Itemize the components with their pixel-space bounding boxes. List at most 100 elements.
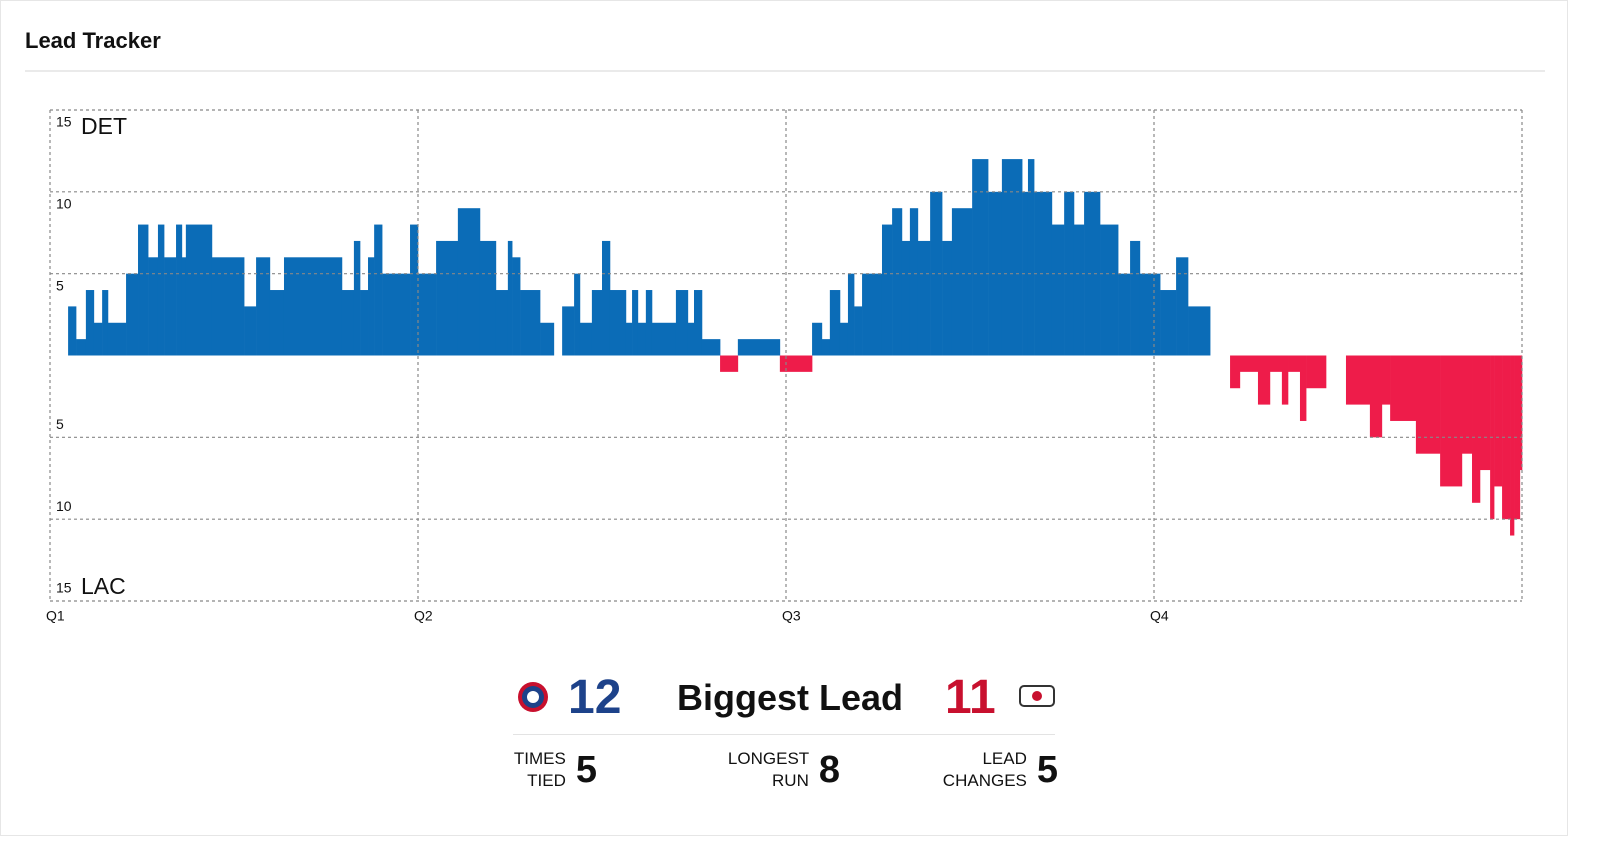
lead-bar	[176, 224, 183, 356]
stat-value: 5	[1036, 748, 1058, 791]
lead-bar	[1130, 240, 1141, 356]
lead-bar	[1051, 224, 1065, 356]
lead-bar	[1472, 355, 1481, 503]
lead-bar	[1519, 355, 1523, 471]
lead-bar	[1022, 191, 1029, 356]
x-tick-label: Q4	[1150, 608, 1169, 624]
lead-bar	[256, 257, 271, 356]
lead-bar	[148, 257, 159, 356]
lead-bar	[1160, 290, 1177, 356]
lead-bar	[1381, 355, 1391, 405]
lead-bar	[126, 273, 139, 356]
lead-bar	[821, 339, 831, 356]
lead-bar	[637, 322, 647, 356]
lac-logo	[1019, 685, 1055, 707]
lead-bar	[779, 355, 813, 372]
x-tick-label: Q1	[46, 608, 65, 624]
lead-bar	[1084, 191, 1101, 356]
lead-bar	[591, 290, 603, 356]
lead-bar	[495, 290, 509, 356]
chart: Lead Tracker 15 10 5 5 10 15 DET LAC Q1 Q2 Q3 Q4	[25, 28, 1545, 624]
lead-bar	[917, 240, 931, 356]
x-tick-label: Q2	[414, 608, 433, 624]
lead-bar	[1176, 257, 1189, 356]
lead-bar	[942, 240, 953, 356]
lead-bar	[847, 273, 855, 356]
lead-bar	[410, 224, 419, 356]
y-tick-label: 5	[56, 416, 64, 432]
stat-longest-run: LONGEST RUN 8	[728, 748, 840, 792]
lead-bar	[1440, 355, 1463, 487]
lead-bar	[1139, 273, 1161, 356]
lead-bar	[1073, 224, 1085, 356]
lead-bar	[632, 290, 639, 356]
lead-bar	[1034, 191, 1053, 356]
lead-bar	[609, 290, 627, 356]
lead-bar	[1299, 355, 1307, 421]
lead-bar	[102, 290, 109, 356]
lead-bar	[1230, 355, 1241, 389]
lead-bar	[520, 290, 541, 356]
away-biggest-lead: 11	[945, 671, 996, 724]
lead-bar	[540, 322, 555, 356]
lead-bar	[374, 224, 383, 356]
lead-bar	[701, 339, 721, 356]
lead-bar	[1345, 355, 1371, 405]
logo-ball	[527, 691, 539, 703]
y-tick-label: 15	[56, 114, 72, 130]
lead-bar	[283, 257, 343, 356]
lead-bar	[353, 240, 361, 356]
lead-bar	[138, 224, 149, 356]
lead-bar	[930, 191, 943, 356]
y-tick-label: 5	[56, 277, 64, 293]
lead-bar	[1306, 355, 1327, 389]
lead-bar	[382, 273, 411, 356]
logo-box	[1019, 685, 1055, 707]
lead-bar	[68, 306, 77, 356]
lead-bar	[1502, 355, 1511, 520]
lead-bar	[157, 224, 165, 356]
stat-lead-changes: LEAD CHANGES 5	[943, 748, 1058, 792]
stat-times-tied: TIMES TIED 5	[514, 748, 597, 792]
lead-bar	[1239, 355, 1259, 372]
top-team-label: DET	[81, 113, 127, 139]
stats-separator	[513, 734, 1055, 735]
lead-bar	[93, 322, 103, 356]
lead-bar	[1514, 355, 1521, 520]
lead-bar	[892, 208, 903, 356]
lead-bar	[675, 290, 689, 356]
lead-bar	[1479, 355, 1491, 471]
lead-bar	[181, 257, 187, 356]
lead-bar	[1510, 355, 1515, 536]
stat-label: TIMES TIED	[513, 749, 566, 790]
lead-bar	[862, 273, 883, 356]
lead-bar	[360, 290, 369, 356]
lead-bar	[1369, 355, 1383, 438]
lead-bar	[602, 240, 611, 356]
stat-value: 8	[818, 748, 840, 791]
lead-bar	[269, 290, 285, 356]
lead-bar	[368, 257, 375, 356]
lead-bar	[651, 322, 677, 356]
lead-bar	[1257, 355, 1271, 405]
lead-bar	[185, 224, 213, 356]
lead-bar	[211, 257, 245, 356]
lead-bar	[839, 322, 849, 356]
lead-bar	[972, 159, 989, 356]
panel-title: Lead Tracker	[25, 28, 161, 53]
lead-bar	[107, 322, 127, 356]
lead-bar	[1281, 355, 1289, 405]
lead-bar	[1461, 355, 1473, 454]
lead-bar	[901, 240, 911, 356]
lead-bar	[1415, 355, 1441, 454]
lead-bar	[812, 322, 823, 356]
lead-bar	[574, 273, 581, 356]
lead-bar	[694, 290, 703, 356]
lead-bar	[579, 322, 593, 356]
lead-bar	[164, 257, 177, 356]
lead-bar	[436, 240, 459, 356]
y-tick-label: 10	[56, 498, 72, 514]
lead-bar	[854, 306, 863, 356]
lead-bar	[244, 306, 257, 356]
